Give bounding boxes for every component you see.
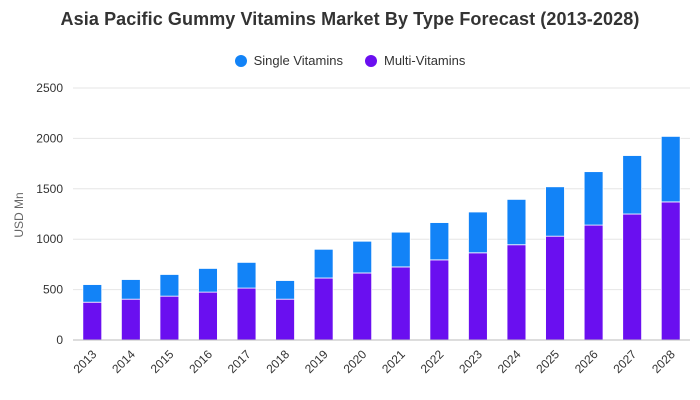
y-tick-label: 1000 <box>36 232 63 246</box>
bar-multi-vitamins-2025[interactable] <box>545 235 565 341</box>
bar-single-vitamins-2019[interactable] <box>313 248 334 279</box>
x-tick-label: 2017 <box>225 347 254 376</box>
bar-multi-vitamins-2014[interactable] <box>120 298 141 341</box>
bar-multi-vitamins-2024[interactable] <box>506 244 527 341</box>
bar-single-vitamins-2023[interactable] <box>468 211 488 254</box>
chart-legend: Single Vitamins Multi-Vitamins <box>0 53 700 68</box>
x-tick-label: 2024 <box>495 347 524 376</box>
bar-multi-vitamins-2021[interactable] <box>390 266 411 341</box>
y-axis-ticks: 0 500 1000 1500 2000 2500 <box>36 81 63 347</box>
bar-single-vitamins-2026[interactable] <box>583 171 604 226</box>
bar-single-vitamins-2022[interactable] <box>429 222 450 261</box>
bar-multi-vitamins-2015[interactable] <box>159 295 180 341</box>
y-tick-label: 0 <box>56 333 63 347</box>
legend-label-multi-vitamins: Multi-Vitamins <box>383 53 466 68</box>
bar-multi-vitamins-2028[interactable] <box>660 201 681 341</box>
bars <box>82 135 681 341</box>
bar-multi-vitamins-2026[interactable] <box>583 224 604 341</box>
y-tick-label: 2500 <box>36 81 63 95</box>
x-tick-label: 2015 <box>148 347 177 376</box>
legend-swatch-multi-vitamins <box>364 54 377 67</box>
x-tick-label: 2026 <box>572 347 601 376</box>
bar-multi-vitamins-2027[interactable] <box>622 213 643 341</box>
x-tick-label: 2022 <box>418 347 447 376</box>
x-tick-label: 2013 <box>71 347 100 376</box>
x-axis-ticks: 2013 2014 2015 2016 2017 2018 2019 2020 2021 2022… <box>71 347 678 376</box>
bar-single-vitamins-2024[interactable] <box>506 198 527 246</box>
x-tick-label: 2021 <box>379 347 408 376</box>
y-tick-label: 1500 <box>36 182 63 196</box>
bar-single-vitamins-2014[interactable] <box>120 279 141 300</box>
bar-single-vitamins-2018[interactable] <box>275 280 295 300</box>
bar-single-vitamins-2025[interactable] <box>545 186 565 237</box>
bar-multi-vitamins-2018[interactable] <box>275 298 295 341</box>
x-tick-label: 2014 <box>109 347 138 376</box>
legend-swatch-single-vitamins <box>234 54 247 67</box>
bar-single-vitamins-2021[interactable] <box>390 231 411 268</box>
x-tick-label: 2027 <box>610 347 639 376</box>
bar-multi-vitamins-2020[interactable] <box>352 272 373 341</box>
bar-single-vitamins-2017[interactable] <box>236 261 257 289</box>
legend-label-single-vitamins: Single Vitamins <box>253 53 343 68</box>
bar-single-vitamins-2028[interactable] <box>660 135 681 203</box>
bar-multi-vitamins-2019[interactable] <box>313 277 334 341</box>
x-tick-label: 2025 <box>533 347 562 376</box>
x-tick-label: 2023 <box>456 347 485 376</box>
bar-multi-vitamins-2023[interactable] <box>468 252 488 341</box>
legend-item-multi-vitamins[interactable]: Multi-Vitamins <box>364 53 466 68</box>
x-tick-label: 2016 <box>186 347 215 376</box>
y-tick-label: 2000 <box>36 131 63 145</box>
bar-single-vitamins-2016[interactable] <box>198 268 218 293</box>
x-tick-label: 2028 <box>649 347 678 376</box>
x-tick-label: 2019 <box>302 347 331 376</box>
x-tick-label: 2018 <box>263 347 292 376</box>
bar-single-vitamins-2013[interactable] <box>82 284 103 303</box>
y-tick-label: 500 <box>43 283 63 297</box>
bar-single-vitamins-2015[interactable] <box>159 274 180 297</box>
y-axis-label: USD Mn <box>12 192 26 237</box>
bar-multi-vitamins-2017[interactable] <box>236 287 257 341</box>
bar-multi-vitamins-2022[interactable] <box>429 259 450 341</box>
bar-single-vitamins-2020[interactable] <box>352 240 373 274</box>
x-tick-label: 2020 <box>341 347 370 376</box>
bar-single-vitamins-2027[interactable] <box>622 155 643 215</box>
bar-multi-vitamins-2016[interactable] <box>198 291 218 341</box>
bar-multi-vitamins-2013[interactable] <box>82 301 103 341</box>
chart-title: Asia Pacific Gummy Vitamins Market By Ty… <box>60 9 640 29</box>
legend-item-single-vitamins[interactable]: Single Vitamins <box>234 53 343 68</box>
